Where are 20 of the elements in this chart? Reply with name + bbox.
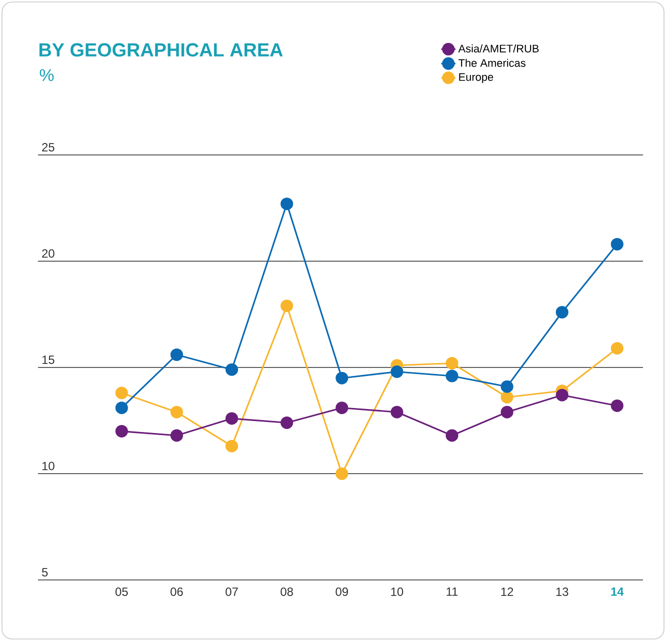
x-tick-label: 06 [170,588,183,596]
x-tick-label: 08 [280,588,293,596]
legend-label: The Americas [458,58,526,67]
chart-title: BY GEOGRAPHICAL AREA [39,43,283,57]
x-tick-label: 09 [336,588,348,596]
y-tick-label: 25 [42,143,54,152]
chart-subtitle: % [40,69,54,82]
legend-label: Asia/AMET/RUB [458,44,539,52]
legend-label: Europe [459,73,494,84]
x-tick-label: 05 [116,588,128,596]
y-tick-label: 10 [42,462,54,470]
x-tick-label: 10 [391,588,404,596]
y-tick-label: 15 [42,356,54,364]
x-tick-label: 11 [446,588,458,596]
x-tick-label: 14 [611,588,624,596]
x-tick-label: 12 [501,588,514,596]
y-tick-label: 20 [42,249,54,258]
x-tick-label: 07 [226,588,238,596]
y-tick-label: 5 [42,568,48,576]
x-tick-label: 13 [556,588,568,596]
